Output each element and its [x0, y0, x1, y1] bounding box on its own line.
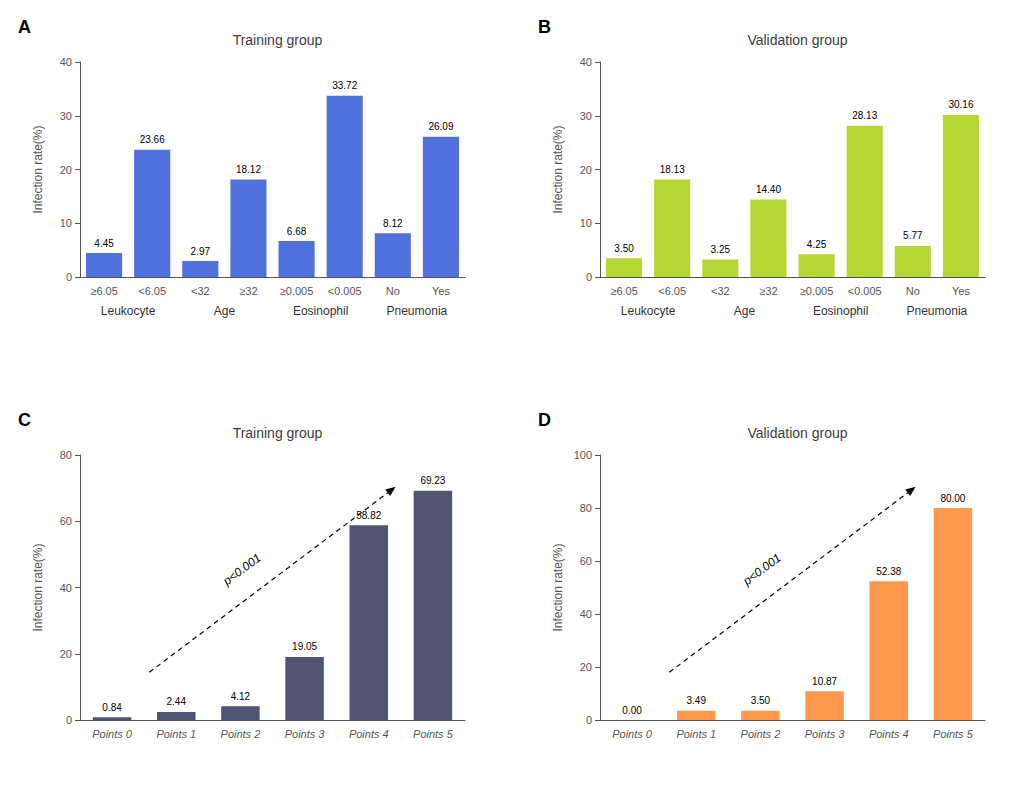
- svg-text:58.82: 58.82: [356, 510, 381, 521]
- svg-text:Age: Age: [734, 304, 756, 318]
- svg-text:Eosinophil: Eosinophil: [813, 304, 868, 318]
- svg-text:23.66: 23.66: [140, 134, 165, 145]
- svg-text:3.50: 3.50: [614, 243, 634, 254]
- svg-text:Points 5: Points 5: [933, 728, 974, 740]
- svg-text:Points 2: Points 2: [741, 728, 781, 740]
- svg-text:6.68: 6.68: [287, 226, 307, 237]
- svg-text:≥0.005: ≥0.005: [280, 285, 314, 297]
- svg-text:<0.005: <0.005: [328, 285, 362, 297]
- svg-text:4.45: 4.45: [94, 238, 114, 249]
- svg-text:3.50: 3.50: [751, 695, 771, 706]
- svg-text:Points 1: Points 1: [676, 728, 716, 740]
- svg-text:≥0.005: ≥0.005: [800, 285, 834, 297]
- svg-text:52.38: 52.38: [876, 566, 901, 577]
- svg-text:20: 20: [580, 661, 592, 673]
- svg-text:≥6.05: ≥6.05: [90, 285, 117, 297]
- svg-text:No: No: [906, 285, 920, 297]
- svg-text:D: D: [538, 410, 551, 430]
- svg-text:26.09: 26.09: [428, 121, 453, 132]
- svg-text:14.40: 14.40: [756, 184, 781, 195]
- svg-text:Infection rate(%): Infection rate(%): [551, 543, 565, 631]
- svg-text:B: B: [538, 17, 551, 37]
- svg-text:100: 100: [574, 449, 592, 461]
- svg-text:30: 30: [580, 110, 592, 122]
- svg-text:18.13: 18.13: [660, 164, 685, 175]
- svg-text:Points 3: Points 3: [285, 728, 326, 740]
- svg-text:Eosinophil: Eosinophil: [293, 304, 348, 318]
- svg-text:p<0.001: p<0.001: [739, 551, 783, 589]
- svg-text:Points 3: Points 3: [805, 728, 846, 740]
- svg-text:40: 40: [60, 582, 72, 594]
- svg-text:Age: Age: [214, 304, 236, 318]
- svg-text:0: 0: [66, 714, 72, 726]
- svg-text:No: No: [386, 285, 400, 297]
- svg-text:Pneumonia: Pneumonia: [387, 304, 448, 318]
- svg-text:Leukocyte: Leukocyte: [101, 304, 156, 318]
- svg-text:<6.05: <6.05: [658, 285, 686, 297]
- svg-text:Infection rate(%): Infection rate(%): [31, 543, 45, 631]
- svg-text:30.16: 30.16: [948, 99, 973, 110]
- svg-text:<32: <32: [191, 285, 210, 297]
- svg-text:19.05: 19.05: [292, 641, 317, 652]
- svg-text:Pneumonia: Pneumonia: [907, 304, 968, 318]
- svg-text:18.12: 18.12: [236, 164, 261, 175]
- svg-text:<32: <32: [711, 285, 730, 297]
- svg-text:Infection rate(%): Infection rate(%): [551, 125, 565, 213]
- svg-text:Infection rate(%): Infection rate(%): [31, 125, 45, 213]
- svg-text:0: 0: [586, 271, 592, 283]
- svg-text:60: 60: [60, 515, 72, 527]
- svg-text:5.77: 5.77: [903, 230, 923, 241]
- svg-text:Validation group: Validation group: [747, 32, 847, 48]
- svg-text:≥32: ≥32: [239, 285, 257, 297]
- svg-text:0: 0: [66, 271, 72, 283]
- svg-text:20: 20: [580, 164, 592, 176]
- svg-text:≥32: ≥32: [759, 285, 777, 297]
- svg-text:<0.005: <0.005: [848, 285, 882, 297]
- svg-text:0.00: 0.00: [622, 705, 642, 716]
- svg-text:Points 4: Points 4: [349, 728, 389, 740]
- svg-text:4.12: 4.12: [231, 691, 251, 702]
- svg-text:3.49: 3.49: [687, 695, 707, 706]
- svg-text:80.00: 80.00: [940, 493, 965, 504]
- svg-text:2.97: 2.97: [191, 246, 211, 257]
- svg-text:Training group: Training group: [233, 425, 323, 441]
- svg-text:40: 40: [580, 56, 592, 68]
- svg-text:Points 4: Points 4: [869, 728, 909, 740]
- svg-text:Leukocyte: Leukocyte: [621, 304, 676, 318]
- svg-text:4.25: 4.25: [807, 239, 827, 250]
- svg-text:60: 60: [580, 555, 592, 567]
- svg-text:40: 40: [60, 56, 72, 68]
- svg-text:8.12: 8.12: [383, 218, 403, 229]
- svg-text:≥6.05: ≥6.05: [610, 285, 637, 297]
- svg-text:80: 80: [60, 449, 72, 461]
- svg-text:Validation group: Validation group: [747, 425, 847, 441]
- svg-text:Yes: Yes: [432, 285, 450, 297]
- svg-text:80: 80: [580, 502, 592, 514]
- svg-text:Points 0: Points 0: [612, 728, 653, 740]
- svg-text:<6.05: <6.05: [138, 285, 166, 297]
- svg-text:Points 0: Points 0: [92, 728, 133, 740]
- svg-text:40: 40: [580, 608, 592, 620]
- svg-text:p<0.001: p<0.001: [219, 551, 263, 589]
- svg-text:Points 5: Points 5: [413, 728, 454, 740]
- svg-text:33.72: 33.72: [332, 80, 357, 91]
- svg-text:Points 2: Points 2: [221, 728, 261, 740]
- svg-text:10.87: 10.87: [812, 676, 837, 687]
- svg-text:10: 10: [580, 217, 592, 229]
- svg-text:2.44: 2.44: [167, 696, 187, 707]
- svg-text:Yes: Yes: [952, 285, 970, 297]
- svg-text:30: 30: [60, 110, 72, 122]
- svg-text:0.84: 0.84: [102, 702, 122, 713]
- svg-text:C: C: [18, 410, 31, 430]
- svg-text:20: 20: [60, 648, 72, 660]
- svg-text:3.25: 3.25: [711, 244, 731, 255]
- svg-text:10: 10: [60, 217, 72, 229]
- svg-text:20: 20: [60, 164, 72, 176]
- svg-text:A: A: [18, 17, 31, 37]
- svg-text:69.23: 69.23: [420, 475, 445, 486]
- svg-text:28.13: 28.13: [852, 110, 877, 121]
- svg-text:Points 1: Points 1: [156, 728, 196, 740]
- svg-text:Training group: Training group: [233, 32, 323, 48]
- svg-text:0: 0: [586, 714, 592, 726]
